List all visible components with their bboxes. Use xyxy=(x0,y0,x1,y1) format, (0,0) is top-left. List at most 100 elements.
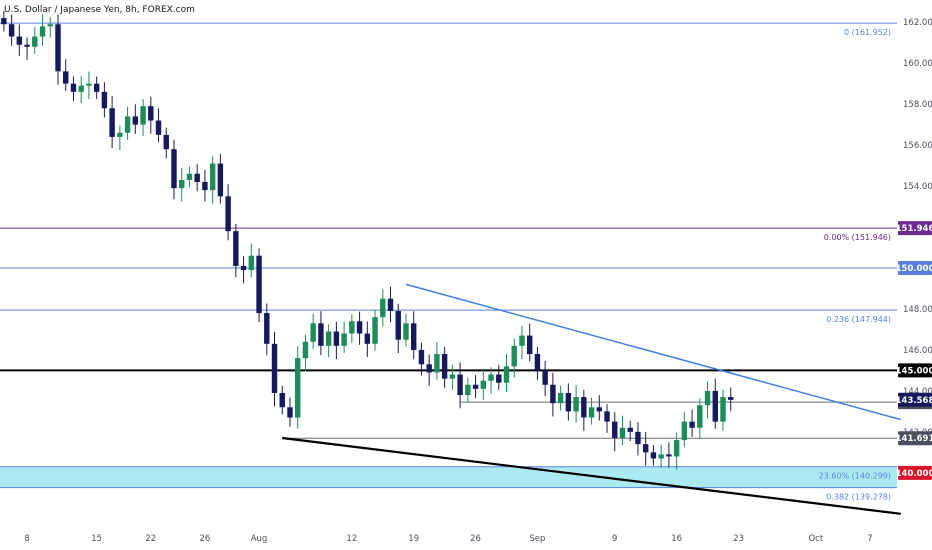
candle-body xyxy=(457,374,463,395)
candle-body xyxy=(163,134,169,150)
candle-body xyxy=(117,132,123,137)
candle-body xyxy=(704,390,711,406)
candle-body xyxy=(426,364,432,373)
candle-body xyxy=(209,163,216,191)
candle-body xyxy=(627,427,633,432)
candle-body xyxy=(372,317,378,344)
candle-body xyxy=(728,397,734,400)
x-tick-label: Oct xyxy=(808,534,823,544)
candle-body xyxy=(63,71,69,84)
candle-body xyxy=(534,354,541,371)
candle-body xyxy=(449,374,456,379)
candle-body xyxy=(434,354,440,373)
price-badge-4-bg xyxy=(898,363,932,378)
candle-body xyxy=(8,24,15,37)
x-tick-label: 26 xyxy=(200,534,211,544)
candle-body xyxy=(526,335,533,355)
candle-body xyxy=(697,405,703,428)
fib-zone xyxy=(0,466,897,488)
y-tick-label: 148.000 xyxy=(903,305,932,315)
x-tick-label: 7 xyxy=(867,534,872,544)
candle-body xyxy=(248,255,255,271)
candle-body xyxy=(619,427,626,439)
candle-body xyxy=(233,231,239,266)
y-tick-label: 144.000 xyxy=(903,387,932,397)
candle-body xyxy=(612,421,618,439)
candle-body xyxy=(588,407,595,418)
candle-body xyxy=(418,349,425,365)
x-tick-label: Sep xyxy=(529,534,545,544)
candle-body xyxy=(542,370,548,385)
candle-body xyxy=(240,265,247,271)
candle-body xyxy=(47,24,53,27)
candle-body xyxy=(325,331,332,346)
x-tick-label: 26 xyxy=(470,534,481,544)
price-badge-6: 141.691 xyxy=(896,434,932,444)
candle-body xyxy=(16,36,23,45)
candle-body xyxy=(480,380,487,389)
candle-body xyxy=(302,341,309,359)
candle-body xyxy=(39,26,46,37)
candle-body xyxy=(78,85,84,92)
price-badge-2-bg xyxy=(898,261,932,275)
fib-label: 0.236 (147.944) xyxy=(826,315,891,324)
x-tick-label: 12 xyxy=(346,534,357,544)
y-tick-label: 156.000 xyxy=(903,141,932,151)
fib-label: 0.382 (139.278) xyxy=(826,493,891,502)
price-badge-4: 145.000 xyxy=(896,366,932,376)
candle-body xyxy=(472,384,479,389)
candle-body xyxy=(287,407,293,418)
candle-body xyxy=(720,397,726,422)
candle-body xyxy=(356,321,363,334)
candle-body xyxy=(666,454,672,457)
candle-body xyxy=(604,411,610,422)
candle-body xyxy=(186,173,193,180)
candle-body xyxy=(550,384,556,404)
candle-body xyxy=(132,116,139,125)
current-price-badge-bg xyxy=(898,392,932,407)
candle-body xyxy=(395,311,401,340)
candle-body xyxy=(310,323,316,342)
x-tick-label: Aug xyxy=(251,534,268,544)
upper-trend[interactable] xyxy=(405,283,902,421)
candle-body xyxy=(573,397,579,412)
price-badge-1: 151.946 xyxy=(896,224,932,234)
x-tick-label: 19 xyxy=(408,534,419,544)
candle-body xyxy=(140,106,146,125)
candle-body xyxy=(171,149,177,189)
candle-body xyxy=(496,374,502,383)
candle-body xyxy=(93,83,100,92)
x-tick-label: 15 xyxy=(91,534,102,544)
candle-body xyxy=(256,255,262,314)
candle-body xyxy=(295,358,301,418)
candle-body xyxy=(519,335,525,346)
candle-body xyxy=(202,181,208,191)
candle-body xyxy=(650,452,657,459)
chart-title: U.S. Dollar / Japanese Yen, 8h, FOREX.co… xyxy=(4,5,195,15)
candle-body xyxy=(557,392,564,404)
x-tick-label: 23 xyxy=(733,534,744,544)
lower-trend[interactable] xyxy=(282,436,902,515)
price-badge-6-bg xyxy=(898,431,932,446)
candle-body xyxy=(148,106,154,121)
candle-body xyxy=(341,333,347,346)
candle-body xyxy=(689,421,695,428)
candle-body xyxy=(70,83,77,92)
candle-body xyxy=(318,323,324,346)
candle-body xyxy=(225,196,231,232)
candle-body xyxy=(155,120,162,135)
candle-body xyxy=(503,366,510,383)
candle-body xyxy=(109,108,115,137)
candle-body xyxy=(179,179,185,189)
candle-body xyxy=(488,374,494,381)
zone-price-badge: 140.000 xyxy=(896,469,932,479)
candle-body xyxy=(194,173,200,182)
candle-body xyxy=(635,431,641,445)
fib-label: 0.00% (151.946) xyxy=(824,233,891,242)
candle-body xyxy=(124,116,131,133)
candle-body xyxy=(712,390,718,422)
candle-body xyxy=(565,392,572,412)
candle-body xyxy=(465,384,471,395)
candle-body xyxy=(387,298,394,312)
